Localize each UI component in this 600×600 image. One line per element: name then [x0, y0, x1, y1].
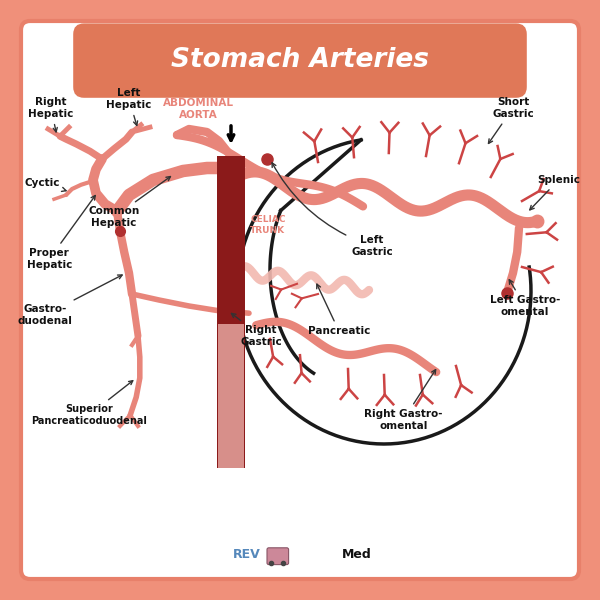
Text: Cyctic: Cyctic [24, 178, 66, 191]
Text: Left
Gastric: Left Gastric [272, 163, 393, 257]
Text: Short
Gastric: Short Gastric [488, 97, 534, 143]
Text: Splenic: Splenic [530, 175, 580, 210]
Text: Left
Hepatic: Left Hepatic [106, 88, 152, 125]
Bar [218, 324, 244, 468]
Text: REV: REV [233, 548, 261, 562]
Text: Right
Hepatic: Right Hepatic [28, 97, 74, 132]
Bar [217, 156, 245, 468]
Text: CELIAC
TRUNK: CELIAC TRUNK [250, 215, 286, 235]
Text: Pancreatic: Pancreatic [308, 284, 370, 336]
Text: Med: Med [342, 548, 372, 562]
Text: ABDOMINAL
AORTA: ABDOMINAL AORTA [163, 98, 233, 120]
Text: Right Gastro-
omental: Right Gastro- omental [364, 370, 442, 431]
Text: Superior
Pancreaticoduodenal: Superior Pancreaticoduodenal [31, 380, 147, 426]
Text: Left Gastro-
omental: Left Gastro- omental [490, 280, 560, 317]
Text: Right
Gastric: Right Gastric [232, 313, 282, 347]
FancyBboxPatch shape [73, 23, 527, 98]
FancyBboxPatch shape [21, 21, 579, 579]
Text: Gastro-
duodenal: Gastro- duodenal [17, 275, 122, 326]
Text: Stomach Arteries: Stomach Arteries [171, 47, 429, 73]
Text: Proper
Hepatic: Proper Hepatic [26, 196, 95, 270]
Text: Common
Hepatic: Common Hepatic [88, 176, 170, 228]
FancyBboxPatch shape [267, 548, 289, 565]
